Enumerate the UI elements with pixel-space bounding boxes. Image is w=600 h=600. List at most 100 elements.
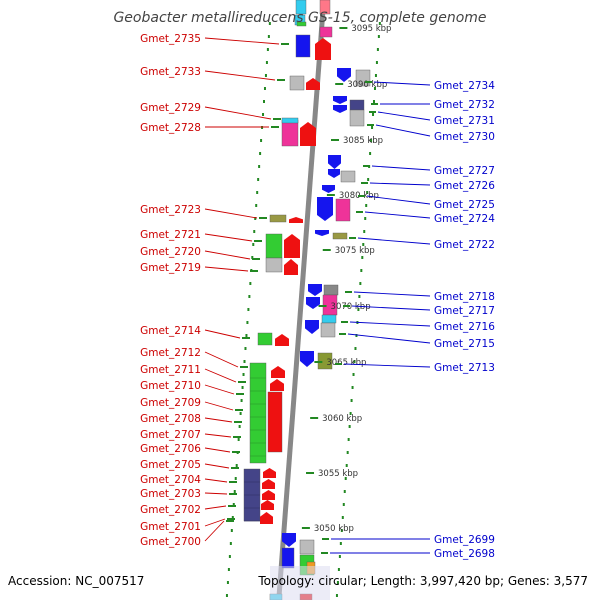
gene-leader-line: [349, 321, 431, 327]
accession-text: Accession: NC_007517: [8, 574, 145, 588]
gene-label-left: Gmet_2709: [140, 397, 201, 409]
gene-leader-line: [377, 111, 431, 121]
gene-leader-line: [204, 463, 230, 469]
map-footer-fade: [270, 566, 330, 600]
gene-block: [349, 109, 365, 127]
gene-arrow-forward: [261, 500, 274, 510]
kbp-label: 3075 kbp: [335, 246, 375, 256]
gene-leader-line: [204, 250, 251, 260]
gene-label-left: Gmet_2705: [140, 459, 201, 471]
kbp-label: 3095 kbp: [351, 24, 391, 34]
gene-arrow-reverse: [328, 155, 341, 169]
gene-label-left: Gmet_2701: [140, 521, 201, 533]
gene-leader-line: [204, 384, 235, 395]
kbp-label: 3050 kbp: [314, 524, 354, 534]
gene-label-right: Gmet_2730: [434, 131, 495, 143]
gene-label-left: Gmet_2708: [140, 413, 201, 425]
gene-arrow-reverse: [328, 169, 340, 178]
gene-arrow-reverse: [322, 185, 335, 193]
gene-block: [265, 257, 283, 273]
gene-arrow-reverse: [282, 533, 296, 547]
gene-label-left: Gmet_2706: [140, 443, 201, 455]
gene-block: [323, 284, 339, 296]
gene-label-left: Gmet_2729: [140, 102, 201, 114]
gene-label-left: Gmet_2721: [140, 229, 201, 241]
gene-label-left: Gmet_2712: [140, 347, 201, 359]
gene-arrow-reverse: [333, 96, 347, 104]
gene-label-left: Gmet_2720: [140, 246, 201, 258]
genome-title: Geobacter metallireducens GS-15, complet…: [113, 10, 487, 26]
gene-block: [321, 314, 337, 324]
gene-block: [319, 0, 331, 15]
gene-label-right: Gmet_2713: [434, 362, 495, 374]
gene-arrow-forward: [275, 334, 289, 346]
gene-arrow-forward: [300, 122, 316, 146]
gene-label-right: Gmet_2717: [434, 305, 495, 317]
gene-block: [281, 119, 299, 147]
gene-arrow-forward: [260, 512, 273, 524]
gene-leader-line: [369, 182, 431, 186]
gene-leader-line: [204, 478, 228, 483]
gene-arrow-reverse: [300, 351, 314, 367]
gene-label-right: Gmet_2715: [434, 338, 495, 350]
gene-leader-line: [371, 165, 431, 171]
genome-summary-text: Topology: circular; Length: 3,997,420 bp…: [258, 574, 588, 588]
gene-label-right: Gmet_2727: [434, 165, 495, 177]
gene-leader-line: [204, 70, 276, 81]
gene-leader-line: [204, 368, 237, 383]
gene-leader-line: [204, 505, 227, 510]
gene-block: [319, 26, 333, 38]
gene-block: [349, 99, 365, 111]
gene-label-left: Gmet_2710: [140, 380, 201, 392]
gene-leader-line: [204, 492, 228, 495]
gene-leader-line: [204, 401, 234, 411]
gene-block: [281, 117, 299, 124]
gene-leader-line: [364, 211, 431, 219]
gene-block: [295, 34, 311, 58]
gene-leader-line: [373, 81, 431, 86]
gene-block: [257, 332, 273, 346]
gene-block: [295, 0, 307, 15]
gene-arrow-reverse: [317, 197, 333, 221]
gene-label-right: Gmet_2699: [434, 534, 495, 546]
gene-label-right: Gmet_2716: [434, 321, 495, 333]
kbp-label: 3065 kbp: [326, 358, 366, 368]
gene-leader-line: [343, 363, 431, 368]
gene-label-left: Gmet_2711: [140, 364, 201, 376]
gene-block: [265, 233, 283, 259]
gene-leader-line: [204, 208, 258, 219]
gene-arrow-reverse: [308, 284, 322, 296]
gene-leader-line: [204, 329, 241, 339]
gene-arrow-reverse: [337, 68, 351, 82]
gene-label-right: Gmet_2718: [434, 291, 495, 303]
gene-leader-line: [204, 447, 231, 453]
gene-leader-line: [204, 37, 280, 45]
kbp-label: 3090 kbp: [347, 80, 387, 90]
genome-backbone: [276, 0, 327, 600]
gene-leader-line: [353, 291, 431, 297]
gene-arrow-reverse: [315, 230, 329, 236]
gene-leader-line: [347, 333, 431, 344]
gene-arrow-forward: [289, 217, 303, 223]
gene-label-right: Gmet_2725: [434, 199, 495, 211]
gene-block: [320, 322, 336, 338]
gene-label-right: Gmet_2698: [434, 548, 495, 560]
gene-label-right: Gmet_2726: [434, 180, 495, 192]
gene-label-left: Gmet_2735: [140, 33, 201, 45]
gene-arrow-reverse: [305, 320, 319, 334]
gene-arrow-forward: [306, 78, 320, 90]
gene-leader-line: [351, 305, 431, 311]
gene-leader-line: [204, 417, 233, 423]
gene-block: [267, 391, 283, 453]
gene-arrow-forward: [284, 234, 300, 258]
kbp-label: 3055 kbp: [318, 469, 358, 479]
gene-block: [249, 362, 267, 464]
gene-leader-line: [366, 195, 431, 205]
gene-arrow-forward: [271, 366, 285, 378]
gene-block: [299, 539, 315, 555]
gene-label-left: Gmet_2707: [140, 429, 201, 441]
gene-block: [335, 198, 351, 222]
gene-arrow-forward: [270, 379, 284, 391]
gene-label-left: Gmet_2704: [140, 474, 201, 486]
kbp-label: 3085 kbp: [343, 136, 383, 146]
